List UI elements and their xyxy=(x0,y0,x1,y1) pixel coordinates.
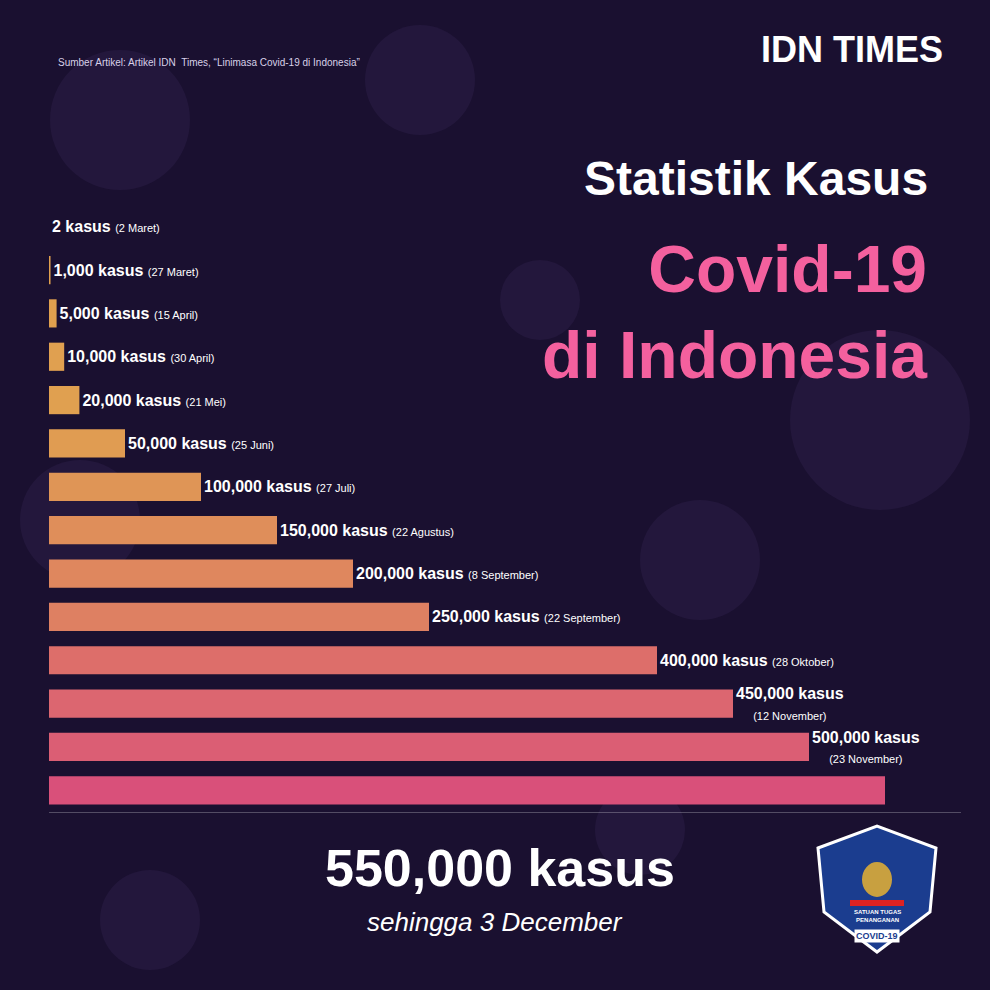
svg-text:150,000 kasus (22 Agustus): 150,000 kasus (22 Agustus) xyxy=(280,522,454,539)
svg-text:20,000 kasus (21 Mei): 20,000 kasus (21 Mei) xyxy=(82,392,226,409)
svg-text:5,000 kasus (15 April): 5,000 kasus (15 April) xyxy=(60,305,198,322)
svg-text:50,000 kasus (25 Juni): 50,000 kasus (25 Juni) xyxy=(128,435,274,452)
svg-text:Sumber Artikel: Artikel IDN T: Sumber Artikel: Artikel IDN Times, “Lini… xyxy=(58,57,360,68)
svg-text:200,000 kasus (8 September): 200,000 kasus (8 September) xyxy=(356,565,538,582)
svg-text:1,000 kasus (27 Maret): 1,000 kasus (27 Maret) xyxy=(54,262,199,279)
svg-text:COVID-19: COVID-19 xyxy=(856,931,898,941)
svg-text:Statistik Kasus: Statistik Kasus xyxy=(584,152,928,205)
svg-text:2 kasus (2 Maret): 2 kasus (2 Maret) xyxy=(52,218,160,235)
svg-text:400,000 kasus (28 Oktober): 400,000 kasus (28 Oktober) xyxy=(660,652,834,669)
svg-text:SATUAN TUGASPENANGANAN: SATUAN TUGASPENANGANAN xyxy=(854,909,901,923)
svg-text:250,000 kasus (22 September): 250,000 kasus (22 September) xyxy=(432,608,621,625)
svg-text:550,000 kasus: 550,000 kasus xyxy=(325,839,675,897)
svg-text:450,000 kasus(12 November): 450,000 kasus(12 November) xyxy=(736,685,844,722)
svg-text:10,000 kasus (30 April): 10,000 kasus (30 April) xyxy=(67,348,214,365)
svg-text:IDN TIMES: IDN TIMES xyxy=(761,29,943,70)
svg-text:sehingga 3 December: sehingga 3 December xyxy=(367,907,623,937)
svg-text:500,000 kasus(23 November): 500,000 kasus(23 November) xyxy=(812,729,920,766)
svg-text:100,000 kasus (27 Juli): 100,000 kasus (27 Juli) xyxy=(204,478,355,495)
svg-text:Covid-19di Indonesia: Covid-19di Indonesia xyxy=(542,232,928,392)
